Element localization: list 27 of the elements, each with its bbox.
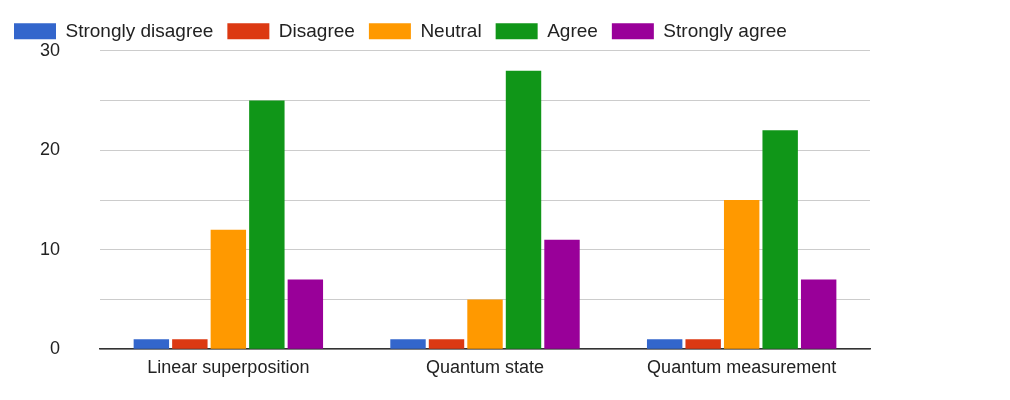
y-tick-label: 20 <box>39 139 61 160</box>
y-tick-label: 30 <box>39 39 61 60</box>
bar <box>210 229 247 349</box>
y-tick-label: 10 <box>39 238 61 259</box>
bar <box>762 130 798 349</box>
bar <box>249 100 285 349</box>
bar <box>646 339 683 349</box>
x-tick-label: Quantum state <box>425 356 545 377</box>
bar <box>287 279 324 349</box>
bar <box>390 339 426 349</box>
legend-label: Neutral <box>420 19 482 41</box>
x-tick-label: Quantum measurement <box>647 356 837 377</box>
legend-label: Agree <box>547 19 598 41</box>
legend-label: Disagree <box>278 19 355 41</box>
x-tick-label: Linear superposition <box>147 356 310 377</box>
bar <box>685 339 721 349</box>
bar <box>428 339 465 349</box>
bar <box>723 200 760 349</box>
legend-label: Strongly agree <box>663 19 787 41</box>
bar <box>467 299 503 349</box>
bar <box>133 339 170 349</box>
bar <box>800 279 837 349</box>
bar <box>544 239 580 349</box>
bar <box>505 70 542 349</box>
legend-label: Strongly disagree <box>65 19 214 41</box>
y-tick-label: 0 <box>50 338 61 359</box>
bar <box>172 339 208 349</box>
